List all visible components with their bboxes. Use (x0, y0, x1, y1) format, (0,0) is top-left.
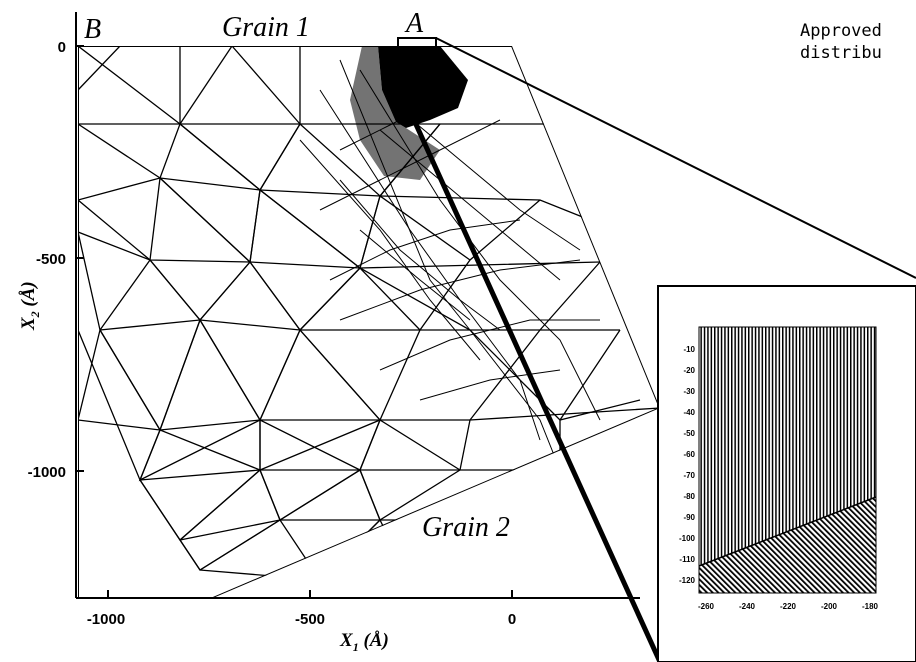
bracket-A (397, 37, 437, 46)
inset-x-tick: -180 (862, 602, 879, 611)
inset-y-tick: -50 (683, 429, 695, 438)
inset-y-tick: -70 (683, 471, 695, 480)
stamp-line-2: distribu (800, 43, 882, 63)
label-grain1: Grain 1 (222, 12, 310, 43)
inset-x-tick: -220 (780, 602, 797, 611)
inset-x-ticks: -260 -240 -220 -200 -180 (698, 602, 879, 611)
label-B: B (84, 14, 101, 45)
mesh-coarse-rows (78, 123, 660, 581)
mesh-fine-band (299, 59, 601, 471)
inset-boundary (698, 496, 877, 567)
y-tick-label-500: -500 (36, 251, 66, 268)
x-axis-label: X1 (Å) (339, 630, 389, 654)
crack-line (411, 118, 663, 662)
mesh-boundary (78, 46, 660, 598)
inset-y-ticks: -10 -20 -30 -40 -50 -60 -70 -80 -90 -100… (679, 345, 696, 585)
label-A: A (404, 8, 424, 39)
inset-y-tick: -90 (683, 513, 695, 522)
y-axis-label: X2 (Å) (18, 281, 42, 331)
y-tick-label-0: 0 (58, 39, 66, 56)
inset-y-tick: -110 (679, 555, 695, 564)
x-tick-label-1000: -1000 (87, 611, 125, 628)
dense-fringe (350, 46, 440, 180)
inset-y-tick: -10 (683, 345, 695, 354)
mesh-diagonals (78, 46, 641, 582)
zoom-line-top (435, 37, 916, 279)
label-grain2: Grain 2 (422, 512, 510, 543)
stamp-line-1: Approved (800, 21, 882, 41)
x-tick-label-500: -500 (295, 611, 325, 628)
inset-x-tick: -240 (739, 602, 756, 611)
finite-element-mesh (78, 46, 660, 598)
inset-diagonal-hatch (699, 497, 876, 593)
dense-core (378, 46, 468, 128)
inset-x-tick: -200 (821, 602, 838, 611)
inset-y-tick: -30 (683, 387, 695, 396)
inset-y-tick: -80 (683, 492, 695, 501)
inset-y-tick: -20 (683, 366, 695, 375)
inset-x-tick: -260 (698, 602, 715, 611)
inset-y-tick: -60 (683, 450, 695, 459)
inset-vertical-hatch (699, 327, 876, 566)
inset-y-tick: -120 (679, 576, 696, 585)
y-tick-label-1000: -1000 (28, 464, 66, 481)
zoom-inset: -10 -20 -30 -40 -50 -60 -70 -80 -90 -100… (657, 285, 916, 662)
refined-region (350, 46, 663, 662)
inset-y-tick: -40 (683, 408, 695, 417)
inset-plot-area (698, 326, 877, 594)
x-tick-label-0: 0 (508, 611, 516, 628)
inset-y-tick: -100 (679, 534, 696, 543)
